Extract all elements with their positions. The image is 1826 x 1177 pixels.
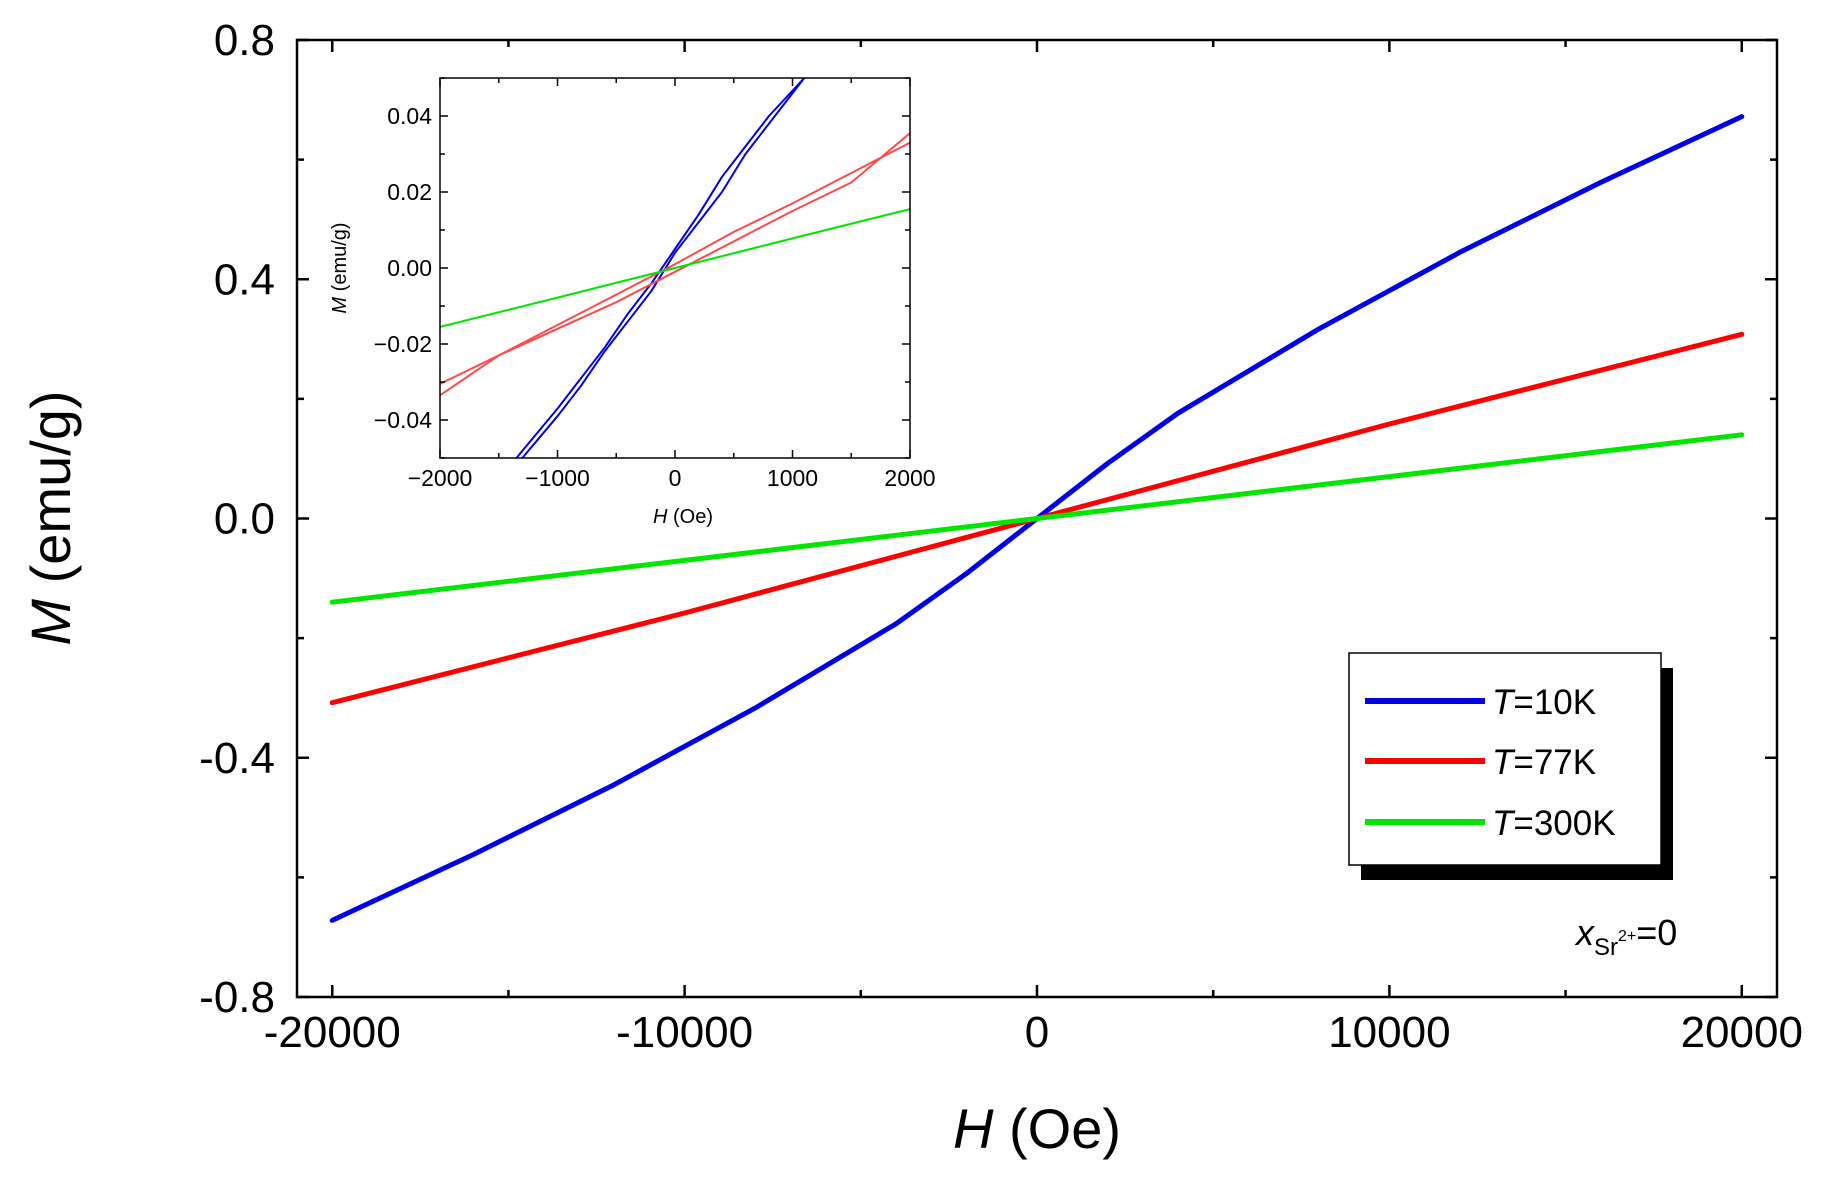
composition-sub-sup: 2+ [1618,928,1636,945]
inset-series-t-300k [440,208,910,328]
inset-y-tick-label: −0.02 [374,331,432,357]
composition-annotation: xSr2+=0 [1574,912,1677,961]
legend-label-77k-value: =77K [1513,743,1596,782]
main-x-tick-label: 0 [1025,1008,1049,1057]
legend-label-300k-symbol: T [1492,804,1516,843]
legend-label-77k: T=77K [1492,743,1596,782]
legend-label-10k-symbol: T [1492,683,1516,722]
inset-series-t-77k-ascending [440,132,910,385]
inset-series-t-77k-descending [440,141,910,397]
inset-x-tick-label: 0 [669,465,682,491]
main-series-lines [329,114,1745,923]
inset-x-axis-title: H (Oe) [653,506,713,528]
inset-x-tick-label: 1000 [767,465,818,491]
main-plot: -20000 -10000 0 10000 20000-0.8-0.40.00.40.8… [19,16,1803,1160]
inset-y-axis-unit: (emu/g) [329,222,351,296]
inset-y-axis-title: M (emu/g) [329,222,351,313]
inset-x-tick-label: −2000 [408,465,473,491]
x-axis-title: H (Oe) [953,1097,1121,1160]
inset-y-tick-label: 0.02 [387,179,432,205]
legend-label-300k: T=300K [1492,804,1616,843]
inset-x-tick-label: −1000 [525,465,590,491]
x-axis-unit: (Oe) [993,1097,1121,1160]
composition-var: x [1574,912,1596,953]
y-axis-symbol: M [19,599,82,646]
inset-x-axis-unit: (Oe) [667,506,713,528]
main-y-tick-label: -0.8 [199,973,275,1022]
inset-y-tick-label: 0.00 [387,255,432,281]
inset-x-tick-label: 2000 [884,465,935,491]
composition-value: =0 [1636,912,1677,953]
y-axis-unit: (emu/g) [19,390,82,599]
legend-label-300k-value: =300K [1513,804,1615,843]
inset-x-axis-symbol: H [653,506,668,528]
main-x-tick-label: -10000 [616,1008,753,1057]
inset-plot: −2000 −1000 0 1000 2000 −0.04 −0.02 0.00 0.02 0.0… [329,77,936,528]
inset-series-lines [440,78,910,458]
inset-y-axis-symbol: M [329,297,351,314]
legend-label-10k: T=10K [1492,683,1596,722]
y-axis-title: M (emu/g) [19,390,82,645]
main-series-t-300k [329,432,1745,605]
inset-y-tick-label: −0.04 [374,407,432,433]
x-axis-symbol: H [953,1097,994,1160]
legend: T=10K T=77K T=300K [1348,652,1673,880]
legend-label-77k-symbol: T [1492,743,1516,782]
main-y-tick-label: 0.8 [214,16,275,65]
inset-y-tick-label: 0.04 [387,103,432,129]
main-y-tick-label: 0.0 [214,495,275,544]
main-x-tick-label: 10000 [1328,1008,1450,1057]
composition-sub-base: Sr [1594,934,1618,961]
main-x-tick-label: 20000 [1681,1008,1803,1057]
main-y-tick-label: 0.4 [214,255,275,304]
main-ticks: -20000 -10000 0 10000 20000-0.8-0.40.00.40.8 [199,16,1803,1057]
main-y-tick-label: -0.4 [199,734,275,783]
inset-ticks: −2000 −1000 0 1000 2000 −0.04 −0.02 0.00 0.02 0.0… [374,77,936,491]
legend-label-10k-value: =10K [1513,683,1596,722]
inset-series-t-10k-descending [515,78,806,458]
main-x-tick-label: -20000 [264,1008,401,1057]
